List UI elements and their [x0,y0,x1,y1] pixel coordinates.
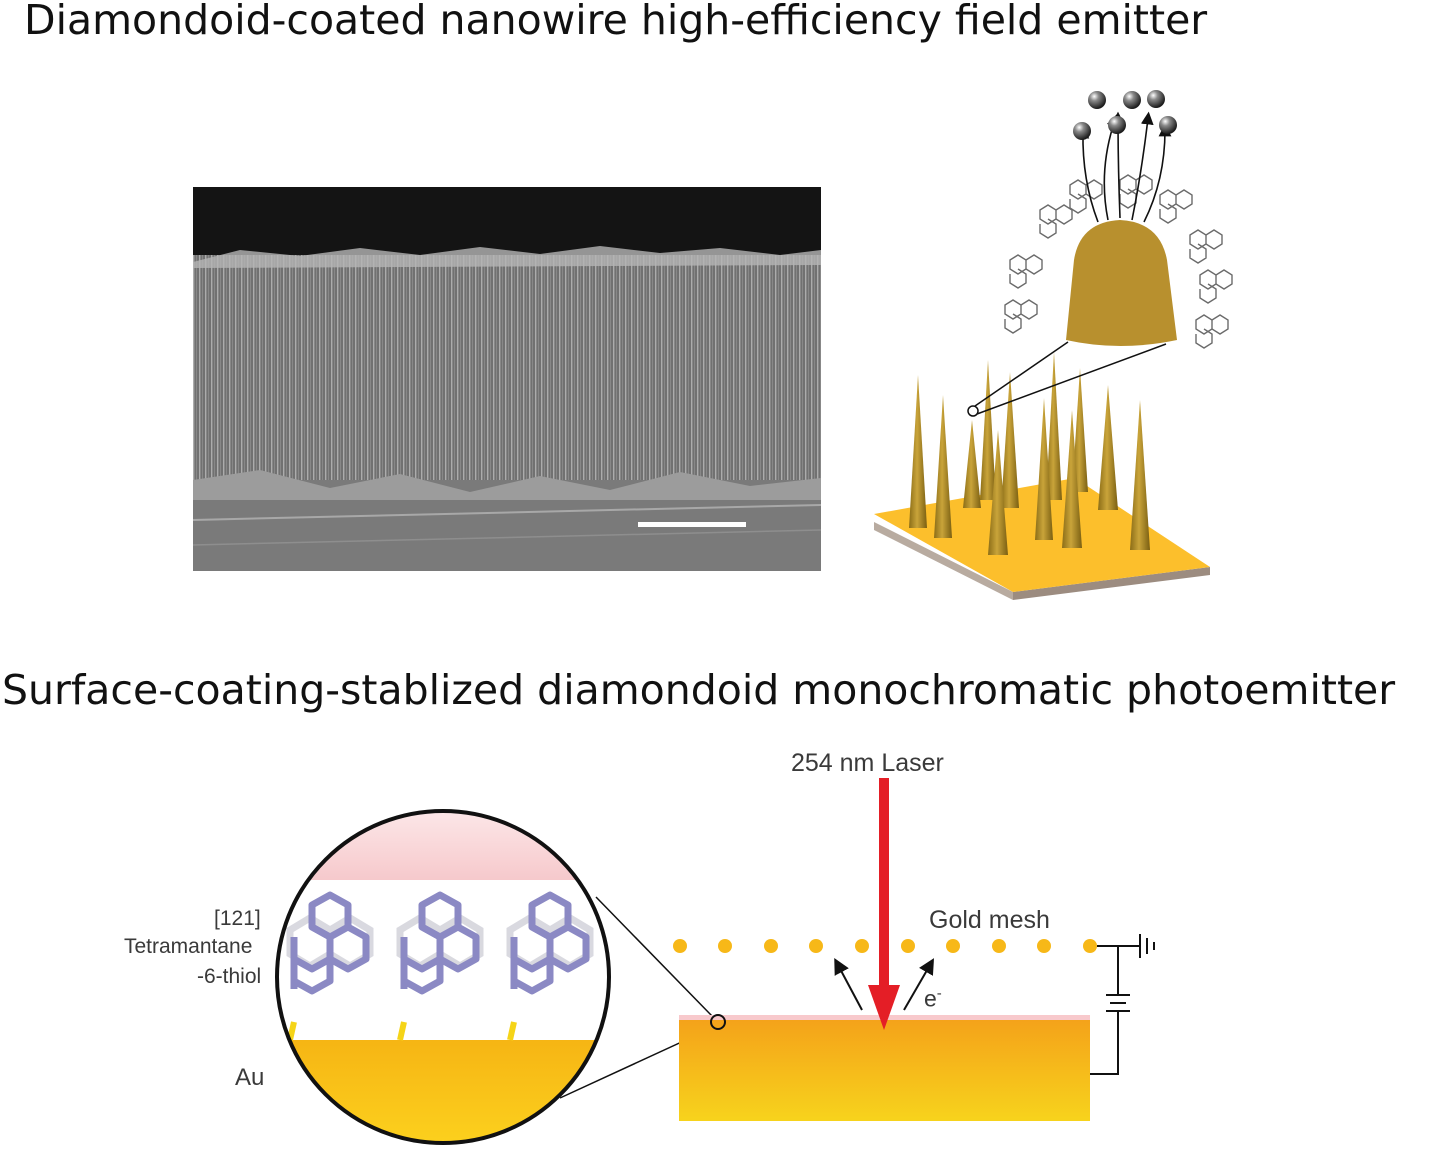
molecule-label-line3: -6-thiol [197,965,262,988]
bottom-panel-title: Surface-coating-stablized diamondoid mon… [2,666,1396,714]
laser-beam [868,778,900,1030]
sem-micrograph [192,187,822,571]
emitter-tip [1066,220,1177,346]
photoelectron-arrows [834,957,935,1011]
gold-mesh-label: Gold mesh [929,906,1050,934]
emitted-electrons [1073,90,1177,140]
tetramantane-molecules [290,891,590,995]
magnified-surface-view [275,809,713,1145]
laser-label: 254 nm Laser [791,749,944,777]
emission-arrows [1076,111,1172,223]
scale-bar [638,522,746,527]
nanowire-array-illustration [874,90,1233,600]
gold-substrate-block [679,1017,1090,1121]
molecule-label-line2: Tetramantane [124,935,253,958]
diamondoid-molecules [1004,174,1233,349]
electron-label: e- [924,985,942,1012]
photoemitter-setup [673,778,1155,1121]
zoom-circle [967,405,979,417]
gold-mesh-dots [673,939,1097,953]
nanowire-cones [909,352,1150,555]
top-panel-title: Diamondoid-coated nanowire high-efficien… [24,0,1208,44]
circuit-wiring [1090,934,1155,1075]
sulfur-anchors [287,1021,517,1041]
zoom-circle-bottom [710,1014,726,1030]
au-label: Au [235,1064,265,1091]
molecule-label-line1: [121] [214,907,261,930]
